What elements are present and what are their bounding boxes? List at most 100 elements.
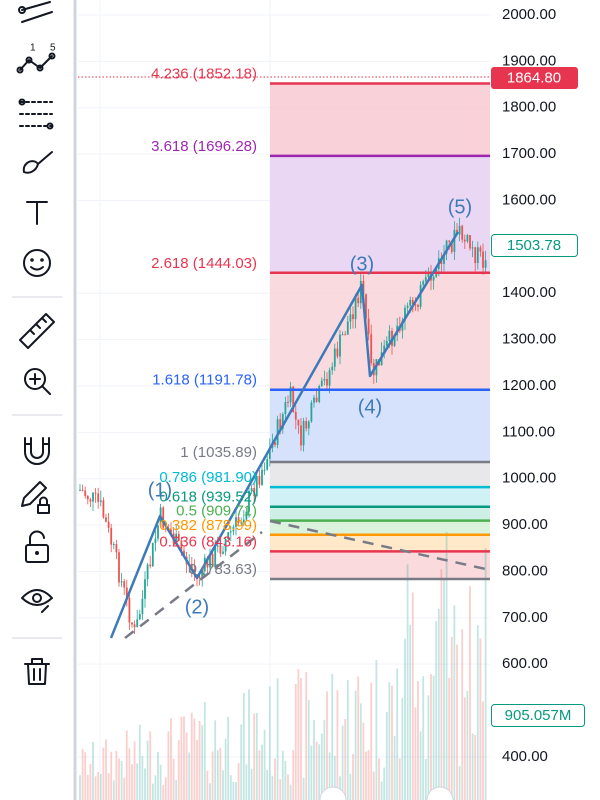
volume-bar (201, 725, 204, 800)
visibility-tool[interactable] (21, 589, 53, 613)
volume-bar (453, 605, 456, 800)
fib-label: 0.382 (878.99) (159, 517, 257, 534)
price-label: 1900.00 (502, 52, 556, 69)
fib-label: 2.618 (1444.03) (151, 255, 257, 272)
candle-body (81, 489, 84, 491)
volume-bar (224, 738, 227, 800)
candle-body (131, 622, 133, 625)
scroll-button[interactable] (319, 786, 347, 800)
candle-body (248, 490, 250, 512)
volume-bar (92, 741, 94, 800)
candle-body (336, 348, 339, 357)
candle-body (310, 402, 313, 422)
candle-body (107, 521, 110, 528)
volume-bar (388, 682, 391, 800)
price-label: 400.00 (502, 748, 548, 765)
volume-bar (89, 763, 92, 800)
candle-body (128, 597, 131, 623)
volume-bar (398, 758, 401, 800)
lock-tool[interactable] (25, 530, 49, 563)
candle-body (235, 517, 237, 527)
candle-body (476, 247, 479, 264)
price-label: 1400.00 (502, 284, 556, 301)
volume-bar (318, 744, 321, 800)
brush-tool[interactable] (22, 151, 53, 174)
volume-bar (258, 750, 261, 800)
volume-bar (232, 782, 235, 800)
candle-body (136, 619, 139, 628)
volume-bar (341, 725, 344, 800)
candle-body (279, 419, 282, 429)
volume-bar (183, 716, 185, 800)
volume-bar (131, 764, 133, 800)
fib-tool[interactable] (18, 98, 54, 130)
magnet-tool[interactable] (24, 437, 50, 465)
zoom-tool[interactable] (24, 368, 51, 395)
candle-body (443, 253, 445, 264)
candle-body (92, 492, 94, 502)
candle-body (339, 334, 341, 357)
volume-bar (206, 770, 209, 800)
volume-bar (112, 780, 115, 800)
fib-zone (270, 462, 490, 488)
candle-body (274, 442, 276, 445)
candle-body (331, 366, 334, 371)
alert-price-tag[interactable] (491, 67, 578, 89)
svg-text:1: 1 (30, 43, 36, 54)
candle-body (242, 519, 245, 523)
volume-bar (196, 740, 198, 800)
candle-body (294, 412, 297, 420)
toolbar (0, 0, 74, 800)
scroll-button[interactable] (426, 786, 454, 800)
volume-bar (141, 755, 144, 800)
volume-bar (123, 777, 126, 800)
volume-bar (372, 771, 375, 800)
volume-bar (138, 724, 141, 800)
volume-tag (491, 704, 585, 727)
volume-bar (396, 668, 399, 800)
candle-body (97, 493, 100, 502)
volume-bar (328, 752, 331, 800)
candle-body (354, 297, 357, 320)
emoji-tool[interactable] (23, 249, 51, 277)
volume-bar (157, 752, 159, 800)
fib-label: 0.786 (981.90) (159, 469, 257, 486)
candle-body (357, 297, 360, 304)
delete-tool[interactable] (24, 658, 50, 685)
text-tool[interactable] (26, 201, 48, 225)
volume-bar (432, 675, 435, 800)
fib-label: 4.236 (1852.18) (151, 66, 257, 83)
candle-body (183, 550, 185, 557)
volume-bar (287, 774, 289, 800)
volume-bar (222, 770, 224, 800)
price-label: 1800.00 (502, 99, 556, 116)
volume-bar (448, 678, 451, 800)
wave-label: (5) (448, 196, 472, 218)
volume-bar (102, 747, 105, 800)
volume-bar (404, 638, 406, 800)
candle-body (162, 507, 165, 528)
volume-bar (216, 750, 219, 800)
elliott-wave[interactable] (109, 231, 460, 639)
lines-tool[interactable] (18, 1, 53, 23)
candle-body (307, 421, 310, 429)
lock-drawings-tool[interactable] (21, 481, 50, 514)
volume-bar (219, 747, 222, 800)
volume-bar (118, 758, 120, 800)
fib-zone (270, 272, 490, 390)
volume-bar (266, 770, 269, 800)
ruler-tool[interactable] (19, 313, 55, 349)
candle-body (424, 276, 427, 282)
volume-bar (274, 758, 276, 800)
volume-bar (484, 548, 487, 800)
volume-bar (313, 720, 315, 800)
candle-body (146, 564, 149, 580)
candle-body (110, 527, 113, 545)
volume-bar (479, 638, 482, 800)
fib-label: 0 (783.63) (189, 561, 257, 578)
volume-bar (214, 720, 217, 800)
candle-body (401, 320, 404, 331)
candle-body (151, 542, 154, 567)
candle-body (164, 527, 167, 529)
